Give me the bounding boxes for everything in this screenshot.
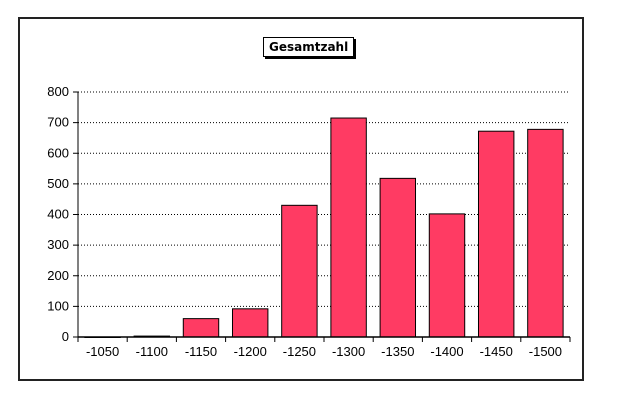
bar bbox=[281, 204, 318, 338]
bar bbox=[428, 213, 466, 338]
y-tick-label: 100 bbox=[47, 298, 69, 313]
y-tick-label: 300 bbox=[47, 237, 69, 252]
bar bbox=[231, 308, 269, 338]
y-tick-label: 400 bbox=[47, 207, 69, 222]
bar bbox=[379, 177, 417, 338]
bar bbox=[330, 117, 367, 338]
x-tick-label: -1350 bbox=[381, 344, 414, 359]
x-tick-label: -1150 bbox=[185, 344, 217, 359]
bar bbox=[527, 128, 564, 338]
bar bbox=[182, 318, 220, 338]
x-tick-label: -1250 bbox=[283, 344, 316, 359]
legend-entry: Gesamtzahl bbox=[263, 37, 355, 57]
x-tick-label: -1300 bbox=[332, 344, 365, 359]
x-tick-label: -1100 bbox=[136, 344, 168, 359]
y-tick-label: 0 bbox=[62, 329, 69, 344]
y-tick-label: 800 bbox=[47, 84, 69, 99]
y-tick-label: 700 bbox=[47, 115, 69, 130]
x-tick-label: -1450 bbox=[480, 344, 513, 359]
x-tick-label: -1200 bbox=[234, 344, 267, 359]
bar bbox=[477, 130, 515, 338]
y-tick-label: 500 bbox=[47, 176, 69, 191]
x-tick-label: -1050 bbox=[86, 344, 119, 359]
y-tick-label: 200 bbox=[47, 268, 69, 283]
x-tick-label: -1400 bbox=[430, 344, 463, 359]
y-tick-label: 600 bbox=[47, 145, 69, 160]
x-tick-label: -1500 bbox=[529, 344, 562, 359]
